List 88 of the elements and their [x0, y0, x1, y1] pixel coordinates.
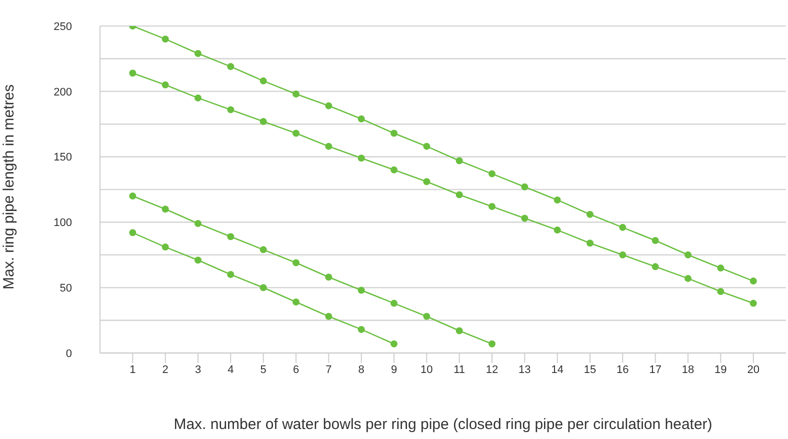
x-tick-label: 7 — [326, 364, 332, 376]
x-tick-label: 4 — [228, 364, 234, 376]
point — [129, 192, 136, 200]
point — [750, 300, 757, 307]
x-tick-label: 8 — [358, 364, 364, 376]
x-tick-label: 14 — [551, 364, 564, 376]
point — [750, 278, 757, 285]
point — [717, 264, 724, 272]
y-tick-label: 150 — [54, 152, 72, 164]
point — [554, 226, 561, 234]
point — [194, 94, 202, 102]
point — [325, 142, 332, 150]
point — [325, 102, 332, 110]
point — [488, 340, 496, 348]
point — [521, 214, 528, 222]
x-tick-label: 11 — [454, 364, 466, 376]
point — [390, 166, 398, 174]
point — [292, 90, 300, 98]
point — [325, 312, 332, 320]
x-tick-label: 9 — [390, 364, 398, 376]
point — [586, 210, 594, 218]
x-tick-label: 10 — [420, 364, 433, 376]
point — [194, 256, 202, 264]
y-axis-title: Max. ring pipe length in metres — [0, 84, 18, 290]
point — [586, 240, 594, 247]
x-tick-label: 2 — [162, 364, 168, 376]
point — [129, 229, 136, 236]
y-tick-label: 250 — [54, 20, 72, 33]
x-tick-label: 5 — [260, 364, 266, 376]
x-tick-label: 1 — [130, 364, 136, 376]
point — [456, 327, 463, 334]
y-tick-label: 0 — [66, 348, 72, 360]
point — [456, 191, 463, 198]
point — [423, 178, 430, 186]
point — [292, 298, 300, 306]
point — [227, 271, 234, 278]
point — [162, 206, 169, 213]
point — [554, 196, 561, 204]
point — [390, 340, 398, 348]
x-tick-label: 20 — [747, 364, 760, 376]
point — [652, 263, 659, 270]
point — [358, 286, 365, 294]
point — [521, 183, 528, 190]
point — [260, 284, 267, 292]
y-tick-label: 100 — [54, 217, 72, 230]
point — [684, 251, 692, 258]
point — [717, 288, 724, 296]
x-tick-label: 15 — [584, 364, 596, 376]
point — [325, 274, 332, 281]
point — [292, 130, 300, 137]
point — [390, 130, 398, 137]
point — [194, 220, 202, 228]
x-tick-label: 16 — [616, 364, 629, 376]
point — [227, 233, 234, 240]
y-tick-label: 200 — [54, 86, 72, 98]
point — [260, 246, 267, 254]
point — [423, 312, 430, 320]
point — [390, 300, 398, 307]
point — [292, 259, 300, 266]
x-tick-label: 6 — [292, 364, 300, 376]
point — [194, 50, 202, 57]
point — [488, 203, 496, 210]
y-tick-label: 50 — [60, 282, 72, 295]
point — [162, 244, 169, 251]
point — [619, 224, 626, 231]
point — [260, 118, 267, 125]
point — [227, 63, 234, 70]
point — [652, 237, 659, 244]
point — [358, 115, 365, 122]
point — [227, 106, 234, 114]
point — [619, 251, 626, 258]
x-tick-label: 3 — [194, 364, 202, 376]
x-tick-label: 18 — [682, 364, 694, 376]
point — [488, 170, 496, 178]
point — [162, 36, 169, 43]
x-axis-title: Max. number of water bowls per ring pipe (closed ring pipe per circulation heater) — [174, 416, 712, 433]
point — [423, 142, 430, 150]
x-tick-label: 12 — [486, 364, 498, 376]
x-tick-label: 13 — [518, 364, 531, 376]
x-tick-label: 17 — [649, 364, 662, 376]
x-tick-label: 19 — [714, 364, 727, 376]
point — [684, 274, 692, 282]
point — [162, 81, 169, 88]
point — [260, 77, 267, 84]
point — [358, 154, 365, 162]
point — [358, 326, 365, 333]
point — [129, 70, 136, 77]
point — [456, 157, 463, 164]
